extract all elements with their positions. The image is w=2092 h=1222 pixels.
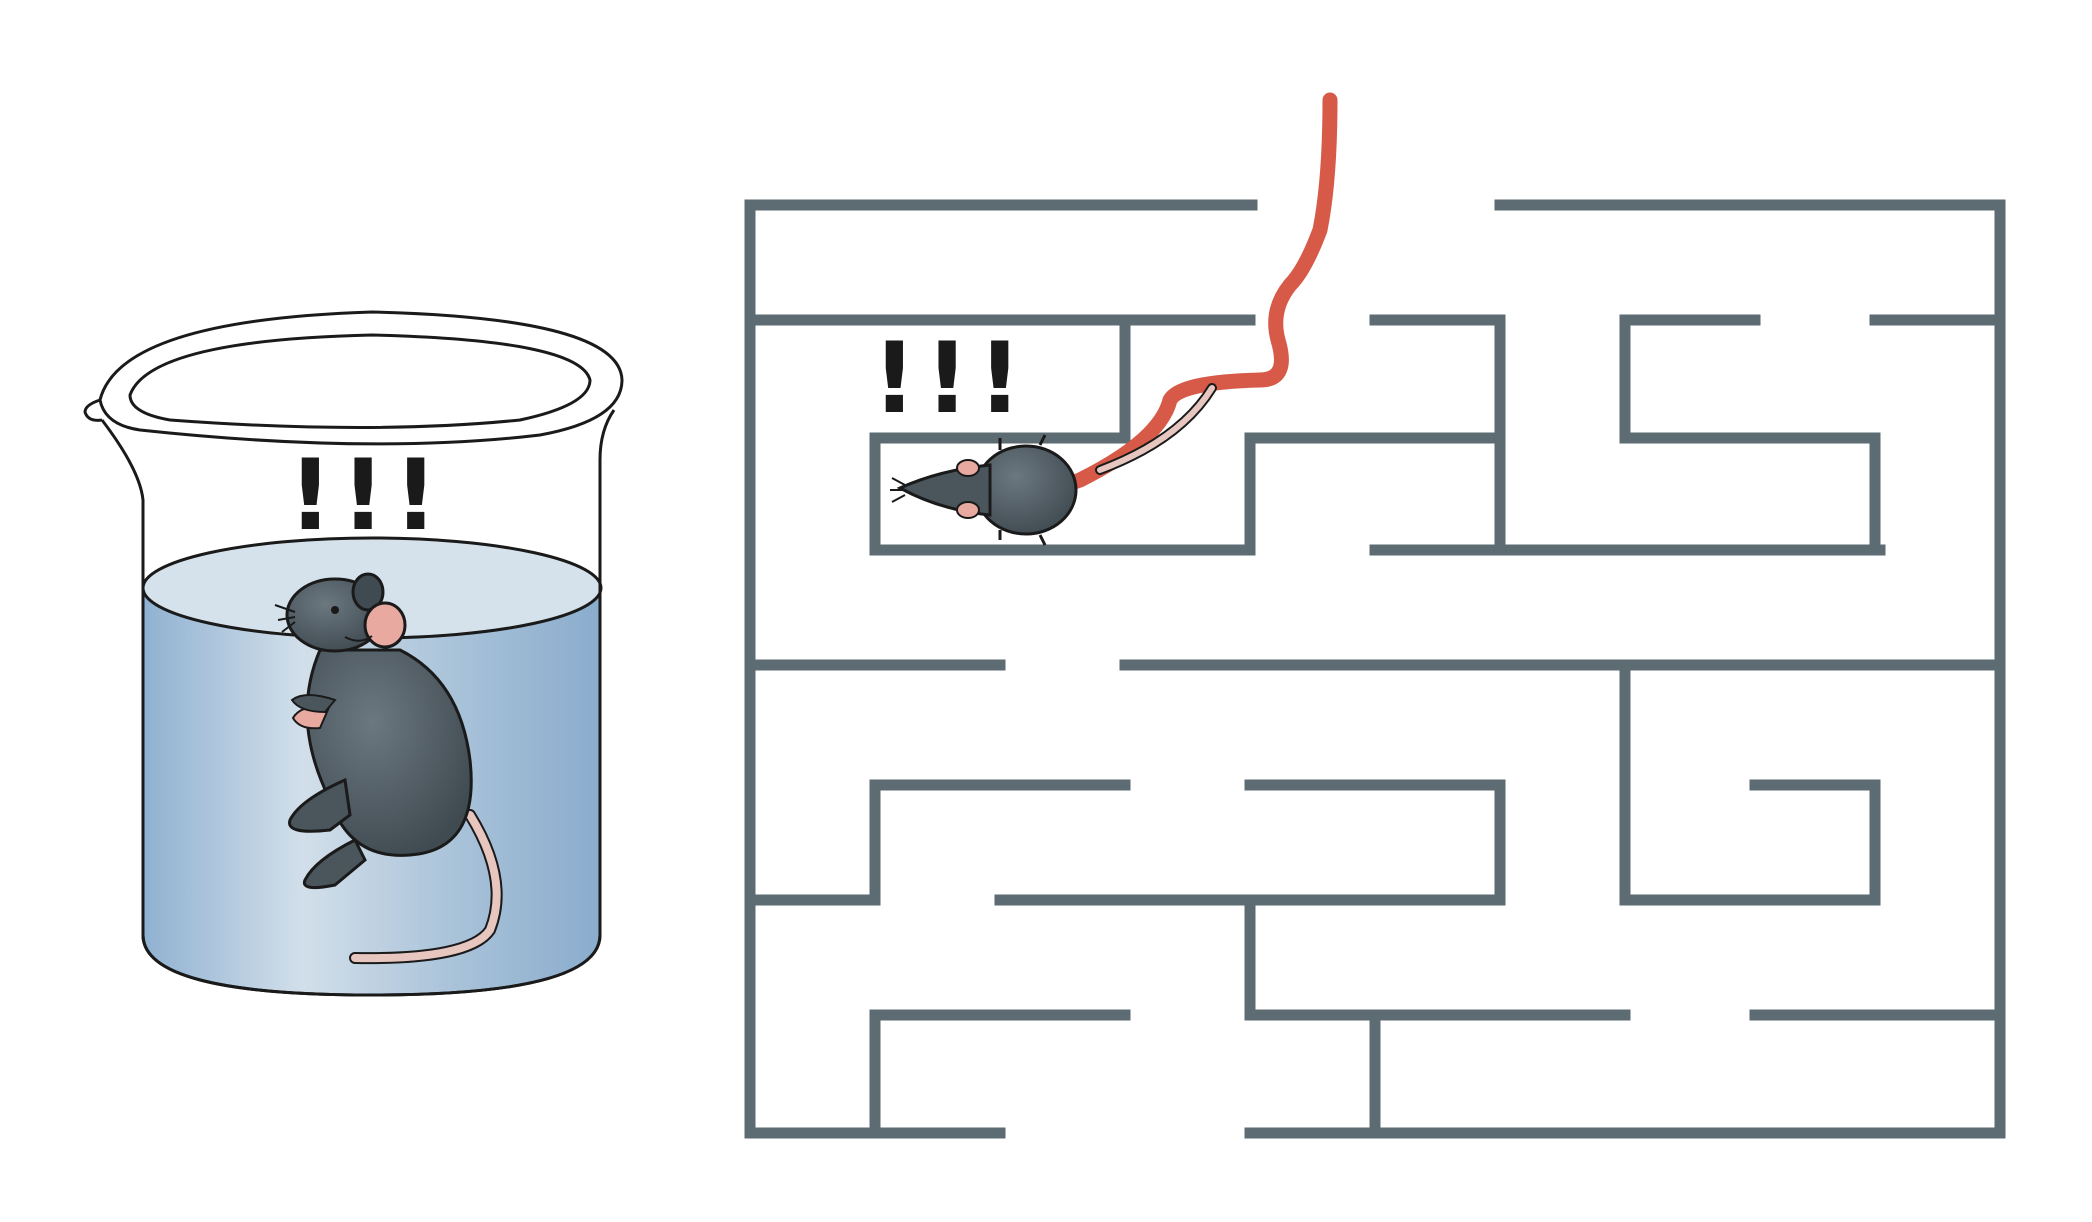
alert-exclamation: !!! — [872, 322, 1031, 436]
maze-panel: !!! — [700, 0, 2092, 1222]
beaker-outline — [83, 310, 624, 997]
maze-mouse-icon — [890, 383, 1217, 546]
maze-illustration — [744, 92, 2006, 1139]
maze-walls — [744, 199, 2006, 1139]
swimming-mouse-icon — [274, 572, 503, 965]
alert-exclamation: !!! — [288, 439, 447, 553]
forced-swim-panel: !!! — [0, 0, 700, 1222]
beaker-illustration — [83, 310, 624, 997]
